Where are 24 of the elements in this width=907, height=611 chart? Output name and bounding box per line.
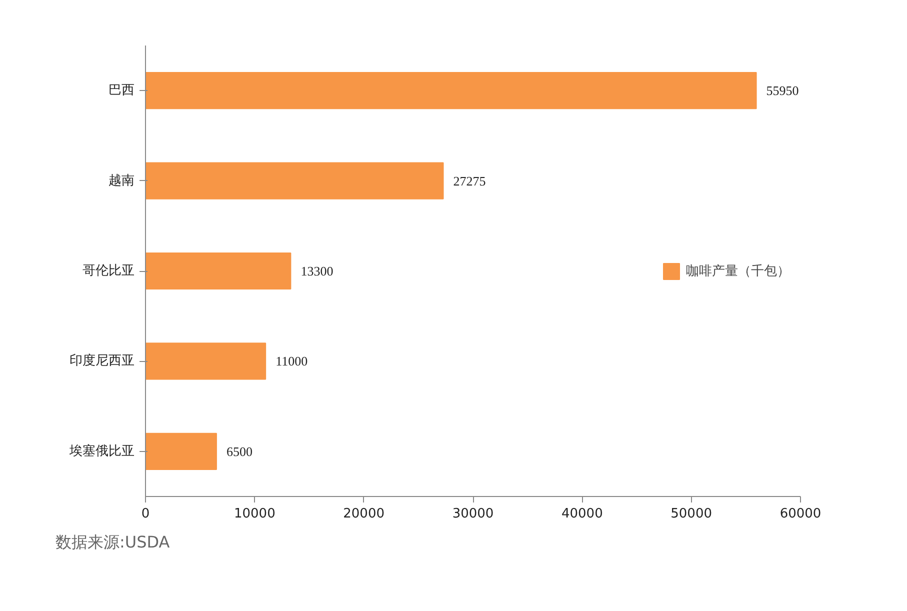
x-tick-label: 20000 — [343, 506, 385, 522]
data-label: 11000 — [276, 354, 308, 369]
x-tick-label: 50000 — [670, 506, 712, 522]
bar — [146, 342, 266, 380]
bar — [146, 432, 217, 470]
source-note: 数据来源:USDA — [56, 532, 170, 552]
bar — [146, 162, 444, 200]
data-label: 6500 — [226, 444, 252, 459]
x-tick-label: 60000 — [780, 506, 822, 522]
x-tick-label: 40000 — [561, 506, 603, 522]
x-tick-label: 30000 — [452, 506, 494, 522]
legend-label: 咖啡产量（千包） — [686, 262, 790, 280]
x-tick-label: 0 — [141, 506, 150, 522]
y-tick-label: 哥伦比亚 — [82, 264, 134, 278]
y-tick-label: 越南 — [108, 173, 134, 188]
data-label: 27275 — [453, 173, 486, 188]
y-tick-label: 巴西 — [108, 83, 134, 98]
bar — [146, 72, 757, 110]
data-label: 13300 — [300, 264, 334, 278]
x-tick-label: 10000 — [234, 506, 276, 522]
bar — [146, 252, 292, 290]
y-tick-label: 埃塞俄比亚 — [68, 442, 134, 459]
data-label: 55950 — [766, 83, 799, 98]
y-tick-label: 印度尼西亚 — [70, 352, 134, 369]
